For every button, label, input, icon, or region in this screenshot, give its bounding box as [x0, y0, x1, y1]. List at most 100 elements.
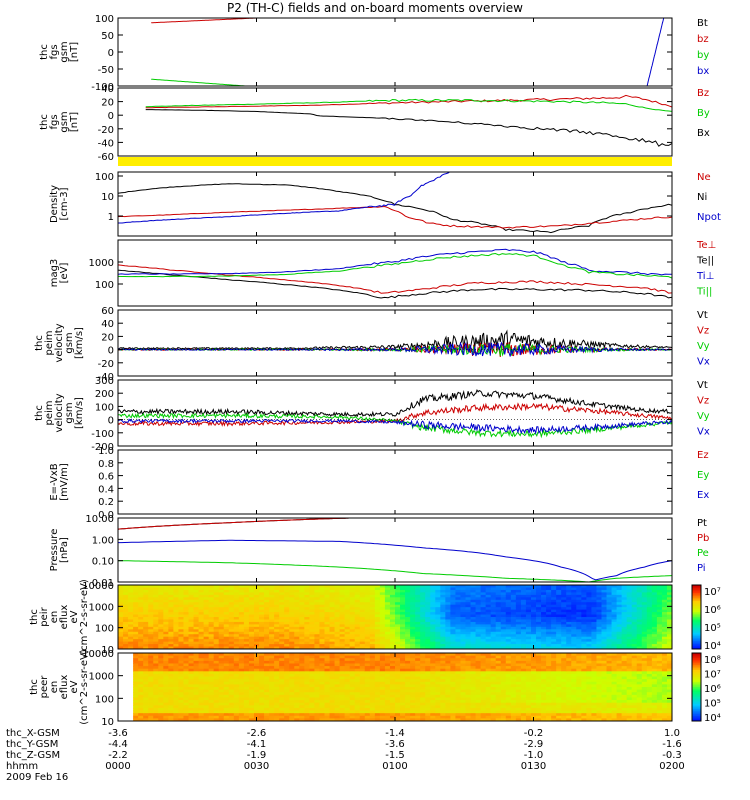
- spec-cell: [253, 631, 260, 635]
- spec-cell: [228, 679, 235, 683]
- spec-cell: [551, 617, 557, 620]
- spec-cell: [138, 715, 144, 719]
- spec-cell: [440, 702, 446, 706]
- spec-cell: [485, 624, 492, 628]
- spec-cell: [339, 636, 346, 640]
- spec-cell: [188, 694, 195, 698]
- spec-cell: [551, 592, 557, 596]
- spec-cell: [621, 636, 628, 640]
- spec-cell: [430, 621, 436, 625]
- spec-cell: [173, 710, 179, 714]
- spec-cell: [228, 607, 235, 611]
- spec-cell: [228, 702, 235, 706]
- spec-cell: [339, 624, 346, 628]
- spec-cell: [198, 639, 205, 643]
- spec-cell: [143, 692, 149, 696]
- spec-cell: [626, 589, 633, 593]
- spec-cell: [143, 653, 149, 657]
- spec-cell: [178, 597, 184, 601]
- spec-cell: [546, 587, 552, 591]
- spec-cell: [349, 589, 356, 593]
- spec-cell: [334, 687, 341, 691]
- spec-cell: [384, 599, 391, 603]
- spec-cell: [646, 636, 653, 640]
- spec-cell: [153, 607, 159, 611]
- spec-cell: [264, 663, 270, 667]
- spec-cell: [299, 660, 305, 664]
- spec-cell: [223, 718, 230, 721]
- spec-cell: [203, 617, 210, 620]
- spec-cell: [329, 705, 336, 709]
- colorbar-step: [692, 629, 701, 632]
- spec-cell: [223, 646, 230, 649]
- spec-cell: [415, 707, 421, 712]
- spec-cell: [430, 639, 436, 643]
- spec-cell: [223, 599, 230, 603]
- spec-cell: [586, 614, 592, 618]
- spec-cell: [259, 636, 265, 640]
- spec-cell: [314, 663, 320, 667]
- spec-cell: [415, 694, 421, 698]
- spec-cell: [193, 619, 200, 623]
- spec-cell: [314, 689, 320, 693]
- spec-cell: [606, 619, 613, 623]
- spec-cell: [415, 702, 421, 706]
- spec-cell: [138, 604, 144, 608]
- spec-cell: [248, 609, 255, 613]
- spec-cell: [354, 597, 361, 601]
- spec-cell: [294, 609, 300, 613]
- spec-cell: [566, 587, 572, 591]
- spec-cell: [445, 609, 451, 613]
- spec-cell: [611, 599, 618, 603]
- spec-cell: [304, 609, 310, 613]
- spec-cell: [168, 614, 174, 618]
- spec-cell: [395, 705, 401, 709]
- spec-cell: [238, 689, 245, 693]
- spec-cell: [520, 624, 527, 628]
- spec-cell: [329, 676, 336, 680]
- spec-cell: [344, 668, 351, 672]
- spec-cell: [163, 597, 169, 601]
- spec-cell: [299, 687, 305, 691]
- spec-cell: [183, 707, 190, 712]
- spec-cell: [248, 619, 255, 623]
- spec-cell: [223, 597, 230, 601]
- spec-cell: [289, 666, 295, 670]
- spec-cell: [269, 629, 275, 633]
- spec-cell: [309, 694, 315, 698]
- panel-pressure: [117, 517, 673, 583]
- spec-cell: [561, 636, 567, 640]
- spec-cell: [546, 612, 552, 616]
- spec-cell: [128, 700, 134, 704]
- spec-cell: [395, 666, 401, 670]
- spec-cell: [581, 621, 587, 625]
- y-axis-label: velocity: [54, 393, 65, 432]
- spec-cell: [334, 660, 341, 664]
- spec-cell: [591, 617, 597, 620]
- spec-cell: [344, 604, 351, 608]
- spec-cell: [188, 614, 195, 618]
- spec-cell: [218, 705, 225, 709]
- spec-cell: [354, 592, 361, 596]
- spec-cell: [274, 626, 280, 630]
- spec-cell: [556, 592, 562, 596]
- spec-cell: [551, 585, 557, 588]
- spec-cell: [415, 715, 421, 719]
- spec-cell: [581, 602, 587, 606]
- spec-cell: [384, 671, 391, 675]
- spec-cell: [440, 619, 446, 623]
- spec-cell: [379, 631, 386, 635]
- spec-cell: [188, 639, 195, 643]
- spec-cell: [314, 718, 320, 721]
- spec-cell: [248, 631, 255, 635]
- spec-cell: [636, 604, 643, 608]
- spec-cell: [279, 639, 285, 643]
- spec-cell: [525, 624, 532, 628]
- spec-cell: [420, 602, 426, 606]
- spec-cell: [470, 617, 477, 620]
- spec-cell: [344, 587, 351, 591]
- spec-cell: [425, 707, 431, 712]
- spec-cell: [208, 692, 215, 696]
- spec-cell: [601, 609, 608, 613]
- spec-cell: [178, 604, 184, 608]
